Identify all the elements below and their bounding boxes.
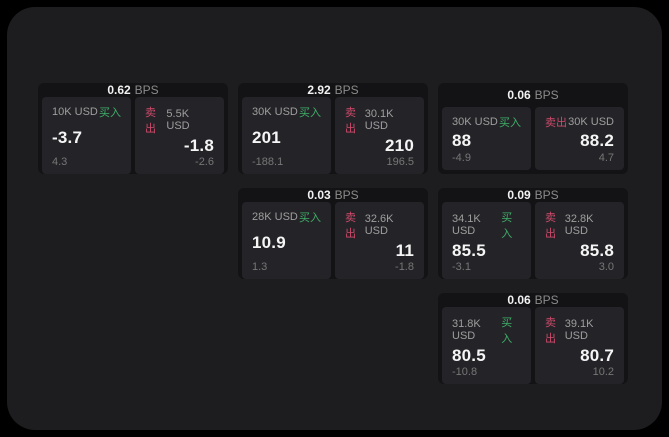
sell-label: 卖出: [545, 317, 556, 345]
bps-unit: BPS: [534, 293, 559, 307]
buy-price: 85.5: [452, 241, 486, 260]
app-screen: 0.62 BPS 10K USD 买入 -3.7 4.3 卖出 5.5K USD: [7, 7, 662, 430]
sell-panel[interactable]: 卖出 30K USD 88.2 4.7: [535, 107, 624, 170]
sell-panel[interactable]: 卖出 32.8K USD 85.8 3.0: [535, 202, 624, 279]
quote-card: 0.06 BPS 31.8K USD 买入 80.5 -10.8 卖出 39.1…: [438, 293, 628, 384]
buy-amount: 30K USD: [252, 106, 298, 118]
bps-unit: BPS: [334, 188, 359, 202]
bps-value: 0.62: [107, 83, 131, 97]
sell-panel[interactable]: 卖出 39.1K USD 80.7 10.2: [535, 307, 624, 384]
sell-sub-value: -2.6: [195, 156, 214, 168]
sell-amount: 32.8K USD: [564, 213, 594, 237]
sell-panel[interactable]: 卖出 32.6K USD 11 -1.8: [335, 202, 424, 279]
sell-label: 卖出: [345, 107, 356, 135]
bps-unit: BPS: [334, 83, 359, 97]
buy-panel[interactable]: 10K USD 买入 -3.7 4.3: [42, 97, 131, 174]
sell-sub-value: 4.7: [598, 152, 614, 164]
sell-amount: 30.1K USD: [364, 108, 394, 132]
quote-card: 2.92 BPS 30K USD 买入 201 -188.1 卖出 30.1K …: [238, 83, 428, 174]
sell-sub-value: 3.0: [598, 261, 614, 273]
sell-price: 85.8: [580, 241, 614, 260]
buy-amount: 28K USD: [252, 211, 298, 223]
sell-sub-value: -1.8: [395, 261, 414, 273]
sell-price: -1.8: [183, 136, 214, 155]
card-header: 0.09 BPS: [442, 188, 624, 202]
buy-panel[interactable]: 31.8K USD 买入 80.5 -10.8: [442, 307, 531, 384]
buy-price: -3.7: [52, 128, 83, 147]
buy-amount: 10K USD: [52, 106, 98, 118]
buy-label: 买入: [299, 212, 321, 224]
bps-value: 0.09: [507, 188, 531, 202]
buy-amount: 30K USD: [452, 116, 498, 128]
sell-panel[interactable]: 卖出 5.5K USD -1.8 -2.6: [135, 97, 224, 174]
buy-sub-value: -10.8: [452, 366, 478, 378]
buy-panel[interactable]: 34.1K USD 买入 85.5 -3.1: [442, 202, 531, 279]
sell-sub-value: 196.5: [386, 156, 414, 168]
bps-unit: BPS: [534, 88, 559, 102]
buy-label: 买入: [501, 212, 513, 240]
buy-amount: 34.1K USD: [452, 213, 481, 237]
buy-sub-value: -4.9: [452, 152, 471, 164]
buy-panel[interactable]: 30K USD 买入 201 -188.1: [242, 97, 331, 174]
buy-price: 80.5: [452, 346, 486, 365]
sell-panel[interactable]: 卖出 30.1K USD 210 196.5: [335, 97, 424, 174]
buy-sub-value: 4.3: [52, 156, 68, 168]
sell-price: 80.7: [580, 346, 614, 365]
sell-amount: 30K USD: [568, 116, 614, 128]
sell-amount: 39.1K USD: [564, 318, 594, 342]
sell-amount: 5.5K USD: [166, 108, 190, 132]
quote-card: 0.06 BPS 30K USD 买入 88 -4.9 卖出 30K USD: [438, 83, 628, 174]
buy-sub-value: 1.3: [252, 261, 268, 273]
quote-card: 0.03 BPS 28K USD 买入 10.9 1.3 卖出 32.6K US…: [238, 188, 428, 279]
sell-sub-value: 10.2: [592, 366, 614, 378]
sell-price: 210: [385, 136, 414, 155]
card-header: 2.92 BPS: [242, 83, 424, 97]
buy-panel[interactable]: 28K USD 买入 10.9 1.3: [242, 202, 331, 279]
sell-label: 卖出: [545, 212, 556, 240]
sell-label: 卖出: [545, 117, 567, 129]
buy-label: 买入: [299, 107, 321, 119]
bps-value: 0.06: [507, 88, 531, 102]
buy-label: 买入: [501, 317, 513, 345]
sell-label: 卖出: [345, 212, 356, 240]
sell-price: 88.2: [580, 131, 614, 150]
bps-unit: BPS: [134, 83, 159, 97]
bps-unit: BPS: [534, 188, 559, 202]
buy-sub-value: -188.1: [252, 156, 284, 168]
sell-price: 11: [395, 241, 414, 260]
buy-price: 88: [452, 131, 472, 150]
card-header: 0.06 BPS: [442, 293, 624, 307]
buy-amount: 31.8K USD: [452, 318, 481, 342]
buy-sub-value: -3.1: [452, 261, 471, 273]
quote-card: 0.62 BPS 10K USD 买入 -3.7 4.3 卖出 5.5K USD: [38, 83, 228, 174]
buy-panel[interactable]: 30K USD 买入 88 -4.9: [442, 107, 531, 170]
bps-value: 2.92: [307, 83, 331, 97]
bps-value: 0.06: [507, 293, 531, 307]
sell-amount: 32.6K USD: [364, 213, 394, 237]
buy-price: 201: [252, 128, 281, 147]
card-header: 0.06 BPS: [442, 83, 624, 107]
quote-card: 0.09 BPS 34.1K USD 买入 85.5 -3.1 卖出 32.8K…: [438, 188, 628, 279]
sell-label: 卖出: [145, 107, 156, 135]
card-header: 0.03 BPS: [242, 188, 424, 202]
buy-price: 10.9: [252, 233, 286, 252]
bps-value: 0.03: [307, 188, 331, 202]
buy-label: 买入: [99, 107, 121, 119]
card-header: 0.62 BPS: [42, 83, 224, 97]
quote-card-grid: 0.62 BPS 10K USD 买入 -3.7 4.3 卖出 5.5K USD: [38, 83, 628, 384]
buy-label: 买入: [499, 117, 521, 129]
